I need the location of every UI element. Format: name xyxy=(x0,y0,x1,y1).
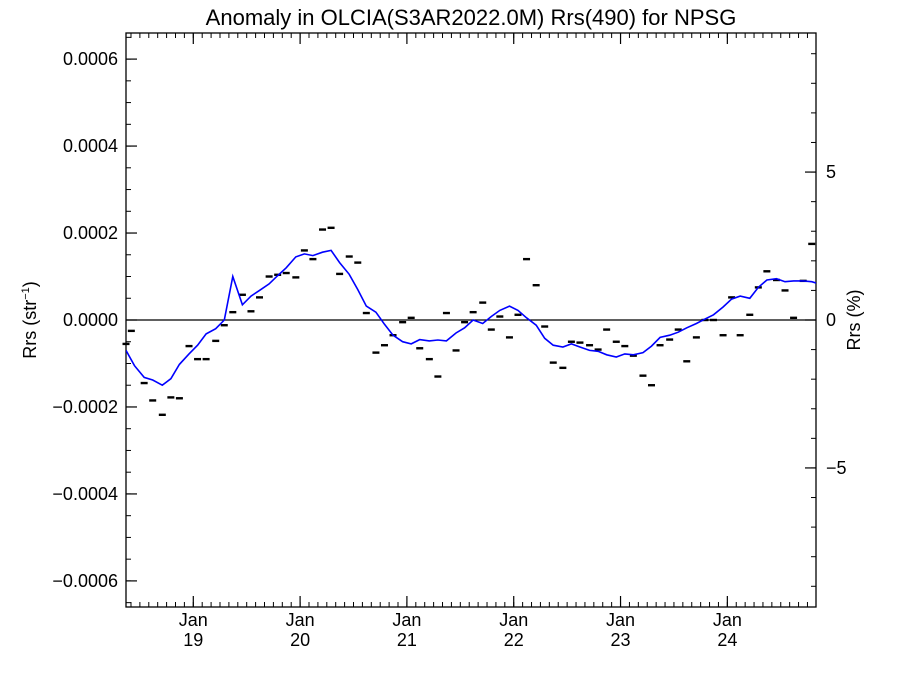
y-axis-left-label-base: Rrs (str xyxy=(20,300,40,359)
x-tick-label-year: 19 xyxy=(183,630,203,650)
y-left-tick-label: −0.0004 xyxy=(52,484,118,504)
x-tick-label-month: Jan xyxy=(713,610,742,630)
chart-title: Anomaly in OLCIA(S3AR2022.0M) Rrs(490) f… xyxy=(206,5,737,30)
x-tick-label-month: Jan xyxy=(179,610,208,630)
y-axis-left-label-close: ) xyxy=(20,281,40,287)
x-tick-label-year: 20 xyxy=(290,630,310,650)
y-axis-left-label-exponent: −1 xyxy=(20,287,32,300)
running-mean-line xyxy=(126,249,816,387)
y-left-tick-label: −0.0006 xyxy=(52,571,118,591)
y-axis-left-label: Rrs (str−1) xyxy=(20,281,40,359)
y-left-tick-label: 0.0006 xyxy=(63,49,118,69)
plot-area: 0.0006 0.0004 0.0002 0.0000 −0.0002 −0.0004 −0… xyxy=(52,32,847,650)
y-axis-right-label: Rrs (%) xyxy=(844,290,864,351)
x-tick-label-month: Jan xyxy=(392,610,421,630)
x-tick-label-month: Jan xyxy=(499,610,528,630)
y-right-tick-label: 5 xyxy=(826,162,836,182)
y-left-tick-label: 0.0000 xyxy=(63,310,118,330)
y-left-tick-label: 0.0004 xyxy=(63,136,118,156)
x-tick-label-year: 22 xyxy=(504,630,524,650)
y-left-tick-label: 0.0002 xyxy=(63,223,118,243)
x-tick-label-month: Jan xyxy=(286,610,315,630)
y-right-tick-label: 0 xyxy=(826,310,836,330)
x-tick-label-year: 24 xyxy=(717,630,737,650)
x-tick-label-year: 21 xyxy=(397,630,417,650)
y-right-tick-label: −5 xyxy=(826,458,847,478)
x-tick-label-month: Jan xyxy=(606,610,635,630)
y-left-tick-label: −0.0002 xyxy=(52,397,118,417)
x-tick-label-year: 23 xyxy=(611,630,631,650)
